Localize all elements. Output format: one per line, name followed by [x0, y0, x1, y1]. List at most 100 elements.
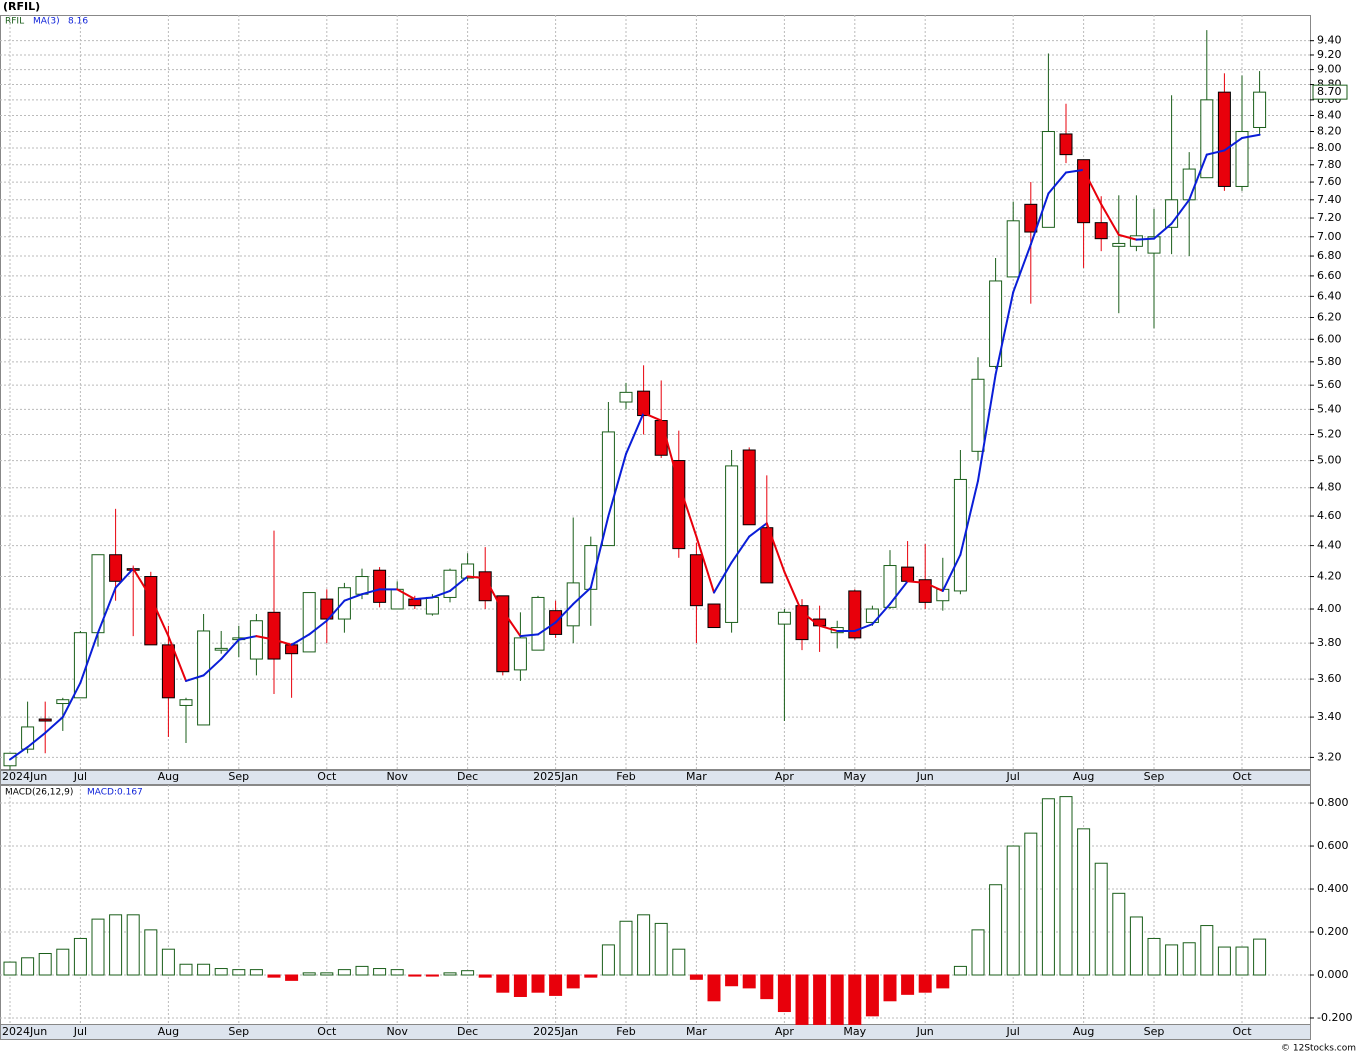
y-tick-label: 0.800: [1317, 796, 1349, 809]
y-tick-label: 8.00: [1317, 141, 1342, 154]
macd-bar: [619, 920, 633, 976]
ma-line: [906, 580, 927, 584]
macd-bar: [214, 968, 228, 976]
y-tick-label: 5.40: [1317, 402, 1342, 415]
ma-line: [431, 589, 451, 599]
macd-bar: [1024, 832, 1038, 976]
y-tick-label: 7.00: [1317, 230, 1342, 243]
ma-line: [730, 535, 751, 564]
ma-line: [361, 588, 381, 596]
candle-body: [496, 595, 510, 673]
macd-bar: [1129, 916, 1143, 976]
ma-line: [449, 575, 469, 592]
macd-bar: [830, 974, 844, 1025]
ma-line: [61, 681, 82, 719]
x-tick-label: Sep: [228, 1025, 249, 1038]
x-tick-label: May: [843, 1025, 866, 1038]
candle-body: [56, 699, 70, 705]
x-tick-label: Sep: [1144, 1025, 1165, 1038]
x-tick-label: 2025Jan: [533, 770, 578, 783]
candle-body: [1094, 222, 1108, 240]
ma-line: [132, 567, 152, 599]
macd-bar: [1077, 828, 1091, 976]
macd-bar: [109, 914, 123, 976]
ma-line: [325, 599, 346, 622]
y-tick-label: 3.60: [1317, 672, 1342, 685]
candle-body: [1235, 131, 1249, 187]
candle-body: [478, 571, 492, 602]
y-tick-label: 7.60: [1317, 175, 1342, 188]
y-tick-label: 8.40: [1317, 108, 1342, 121]
ma-line: [343, 593, 363, 602]
macd-bar: [584, 974, 598, 978]
legend-ma-value: 8.16: [68, 17, 88, 27]
y-tick-label: 7.40: [1317, 193, 1342, 206]
macd-bar: [425, 974, 439, 977]
macd-bar: [3, 961, 17, 976]
ma-line: [625, 412, 645, 455]
ma-line: [273, 638, 293, 646]
price-panel: [0, 15, 1311, 770]
macd-bar: [1217, 946, 1231, 976]
ma-line: [695, 535, 715, 594]
ma-line: [783, 570, 803, 614]
macd-bar: [654, 922, 668, 976]
x-tick-label: Aug: [1073, 770, 1094, 783]
y-tick-label: 4.60: [1317, 509, 1342, 522]
ma-line: [44, 716, 64, 734]
x-tick-label: Aug: [158, 770, 179, 783]
candle-body: [179, 699, 193, 706]
macd-bar: [249, 969, 263, 976]
y-tick-label: 0.000: [1317, 968, 1349, 981]
ma-line: [1135, 237, 1155, 241]
ma-line: [748, 522, 768, 538]
ma-line: [519, 633, 539, 638]
candle-body: [267, 611, 281, 660]
legend-symbol: RFIL: [5, 17, 24, 27]
candle-body: [1112, 242, 1126, 247]
candle-body: [461, 563, 475, 579]
ma-line: [537, 621, 557, 636]
ma-line: [149, 596, 170, 638]
candle-body: [513, 637, 527, 671]
ma-line: [1223, 137, 1243, 152]
x-axis-band: [0, 770, 1311, 785]
candle-body: [725, 465, 739, 623]
ma-line: [255, 635, 275, 641]
ma-line: [959, 479, 979, 556]
macd-bar: [285, 974, 299, 981]
y-tick-label: 9.00: [1317, 63, 1342, 76]
macd-bar: [302, 972, 316, 976]
macd-bar: [267, 974, 281, 978]
candle-body: [971, 378, 985, 452]
y-tick-label: 0.400: [1317, 882, 1349, 895]
candle-body: [777, 611, 791, 625]
ma-line: [1065, 168, 1085, 174]
ma-line: [554, 603, 575, 624]
legend-macd-value: MACD:0.167: [87, 788, 143, 798]
y-tick-label: 5.20: [1317, 427, 1342, 440]
macd-bar: [21, 957, 35, 976]
candle-body: [707, 603, 721, 629]
ma-line: [677, 482, 698, 538]
macd-bar: [1182, 942, 1196, 976]
ma-line: [1047, 171, 1067, 195]
y-tick-label: 5.00: [1317, 454, 1342, 467]
macd-bar: [408, 974, 422, 977]
x-tick-label: Nov: [386, 770, 408, 783]
x-tick-label: Jul: [73, 770, 87, 783]
candle-body: [531, 596, 545, 651]
macd-bar: [1235, 946, 1249, 976]
macd-bar: [1041, 798, 1055, 976]
x-tick-label: Feb: [616, 1025, 635, 1038]
ma-line: [941, 553, 962, 592]
macd-bar: [320, 972, 334, 976]
macd-bar: [513, 974, 527, 997]
x-tick-label: Jun: [916, 770, 934, 783]
ma-line: [572, 586, 592, 606]
x-tick-label: Feb: [616, 770, 635, 783]
candle-body: [672, 460, 686, 550]
y-tick-label: 4.80: [1317, 481, 1342, 494]
